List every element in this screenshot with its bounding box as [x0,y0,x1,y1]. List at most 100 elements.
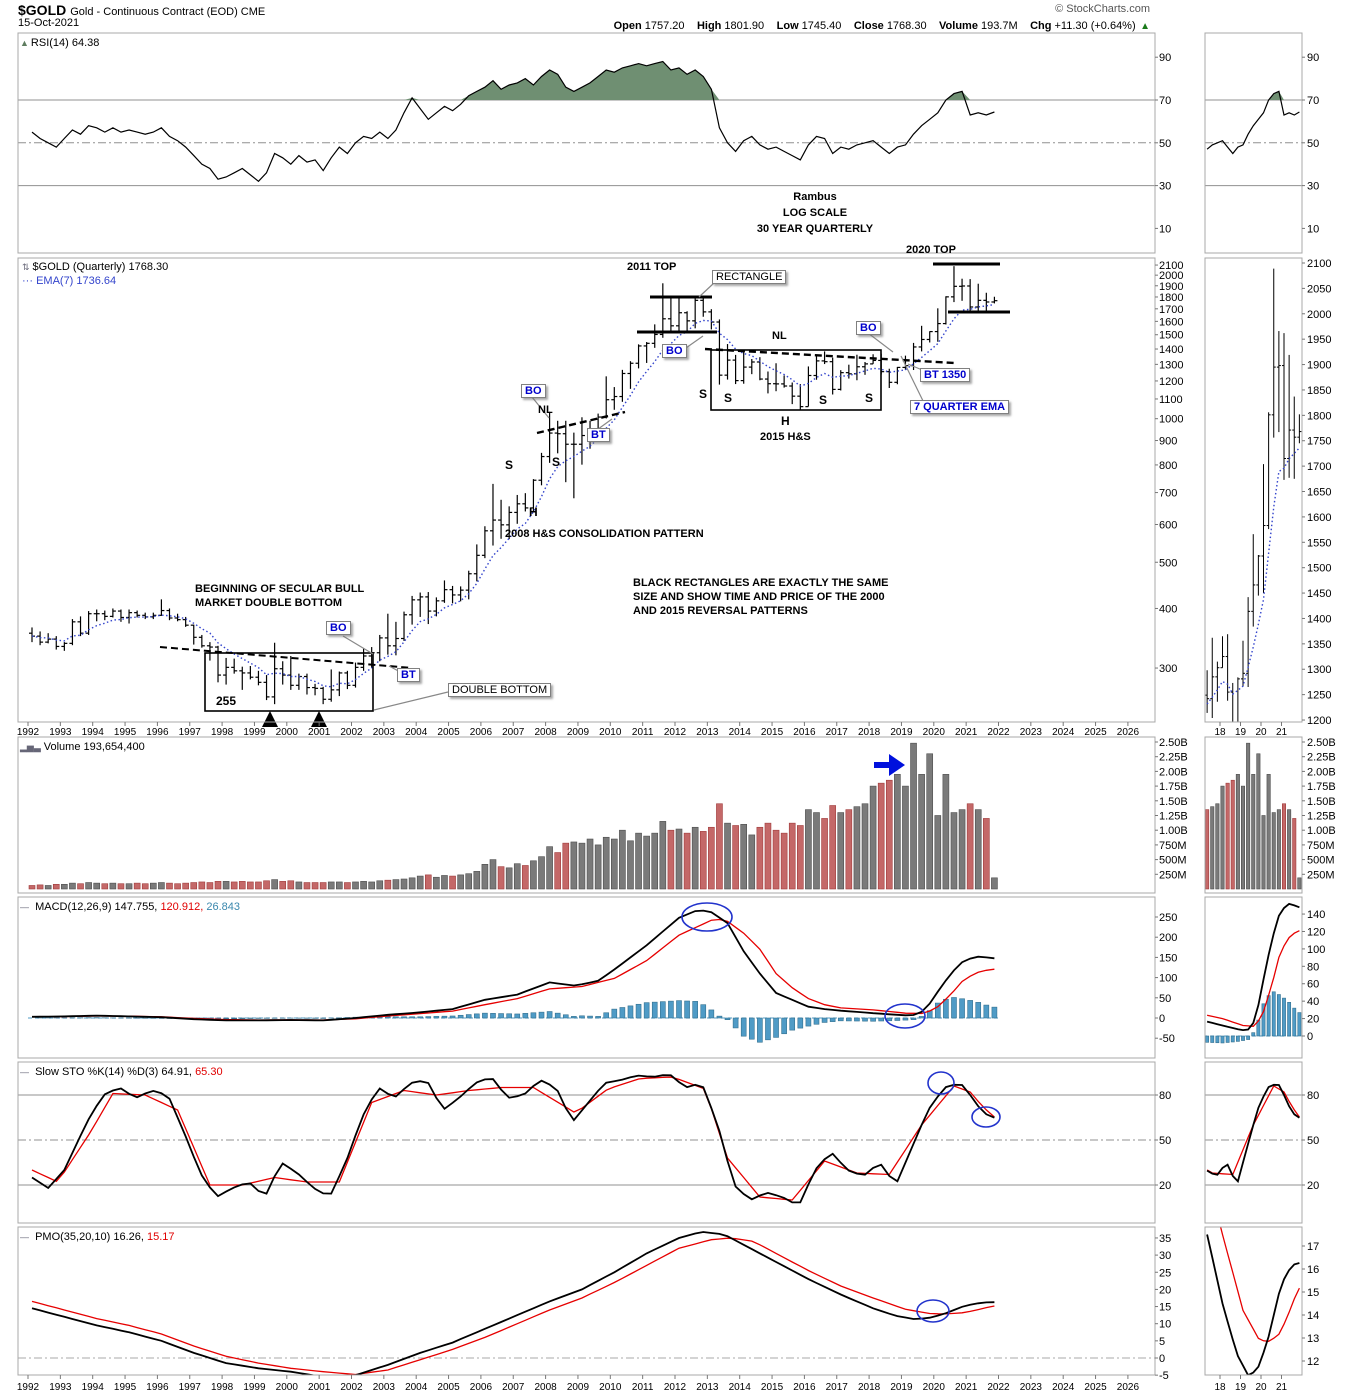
axis-tick-label: 2000 [1307,309,1331,321]
volume-bar [958,809,966,890]
macd-histogram-bar [797,1017,804,1029]
callout-pointer [373,691,449,711]
axis-tick-label: 1995 [114,1382,137,1393]
price-legend: ⇅ $GOLD (Quarterly) 1768.30 [22,261,168,273]
axis-tick-label: 2.50B [1307,737,1336,749]
bottom-arrow-2001 [311,711,327,727]
axis-tick-label: 1996 [146,727,169,738]
volume-bar [683,832,691,890]
axis-tick-label: 150 [1159,952,1177,964]
macd-histogram-bar [643,1002,650,1019]
hs-2015-rectangle [710,349,882,411]
volume-bar [829,805,836,890]
sto-name: Slow STO %K(14) %D(3) [35,1066,159,1078]
axis-tick-label: -5 [1159,1370,1169,1382]
axis-tick-label: 13 [1307,1333,1319,1345]
axis-tick-label: 500M [1159,855,1187,867]
macd-histogram-bar [449,1015,456,1019]
macd-histogram-bar [1276,994,1281,1037]
axis-tick-label: 2017 [826,1382,849,1393]
axis-tick-label: 2026 [1117,727,1140,738]
volume-bar [708,826,715,890]
macd-histogram-bar [1266,995,1271,1037]
close-label: Close [853,20,884,32]
macd-histogram-bar [1297,1012,1302,1037]
axis-tick-label: 2008 [534,727,557,738]
axis-tick-label: 2016 [793,1382,816,1393]
callout-pointer [698,282,715,298]
sto-d-line [31,1076,995,1201]
axis-tick-label: 2011 [632,727,654,738]
axis-tick-label: 1993 [49,1382,72,1393]
volume-bar [344,882,351,890]
volume-bar [150,882,157,890]
macd-histogram-bar [829,1017,836,1022]
macd-histogram-bar [441,1015,448,1019]
axis-tick-label: 20 [1255,727,1267,738]
sto-panel-main [31,1074,995,1204]
axis-tick-label: 2021 [955,727,978,738]
volume-bar [861,803,869,890]
note-rambus: Rambus [793,191,837,203]
axis-tick-label: 750M [1307,840,1335,852]
volume-bar [562,842,570,890]
pmo-signal-line [1219,1227,1300,1342]
sto-legend: — Slow STO %K(14) %D(3) 64.91, 65.30 [20,1066,223,1078]
volume-bar [983,818,990,890]
axis-tick-label: 30 [1159,181,1171,193]
volume-bar [813,812,820,890]
volume-bar [303,882,311,890]
volume-bar [966,803,974,890]
axis-tick-label: 1999 [243,727,266,738]
macd-histogram-bar [910,1017,917,1020]
price-annotations [159,262,1010,1323]
label-h-2015: H [781,414,790,428]
volume-bar [821,818,828,890]
price-panel-mini [1205,268,1302,722]
macd-histogram-bar [522,1013,529,1019]
axis-tick-label: 900 [1159,436,1177,448]
macd-histogram-bar [983,1004,990,1019]
volume-bar [166,882,173,890]
axis-tick-label: 2015 [761,1382,784,1393]
axis-tick-label: 15 [1307,1287,1319,1299]
axis-tick-label: 2100 [1307,258,1331,270]
axis-tick-label: 12 [1307,1356,1319,1368]
macd-histogram-bar [538,1011,545,1019]
axis-tick-label: 60 [1307,979,1319,991]
volume-bar [44,885,52,890]
volume-bar [352,881,359,890]
volume-bar [797,825,804,890]
pmo-circle-cross [916,1299,950,1323]
axis-tick-label: 100 [1307,944,1325,956]
axis-tick-label: 1800 [1159,292,1183,304]
macd-panel-mini [1205,902,1302,1044]
macd-histogram-bar [1251,1032,1256,1037]
macd-histogram-bar [562,1014,569,1019]
pmo-value-1: 16.26, [113,1231,144,1243]
volume-bar [1256,753,1261,890]
center-note: Rambus LOG SCALE 30 YEAR QUARTERLY [745,189,885,237]
axis-tick-label: 1100 [1159,394,1183,406]
open-value: 1757.20 [644,20,685,32]
axis-tick-label: 16 [1307,1264,1319,1276]
axis-tick-label: 1600 [1307,512,1331,524]
axis-tick-label: 2020 [923,727,946,738]
volume-bar [473,871,481,890]
pmo-line [31,1231,995,1375]
volume-legend: ▂▅▃ Volume 193,654,400 [20,741,145,753]
macd-value-2: 120.912, [160,901,204,913]
axis-tick-label: 2023 [1020,727,1043,738]
volume-bar [522,865,529,890]
axis-tick-label: 2007 [502,727,525,738]
axis-tick-label: 90 [1159,52,1171,64]
volume-bar [36,884,44,890]
macd-histogram-bar [239,1017,246,1019]
volume-bar [376,880,384,890]
macd-circle-cross [884,1003,926,1029]
volume-bar [910,742,917,890]
high-label: High [696,20,722,32]
axis-tick-label: 0 [1307,1031,1313,1043]
panel-border-main [17,1061,1156,1224]
